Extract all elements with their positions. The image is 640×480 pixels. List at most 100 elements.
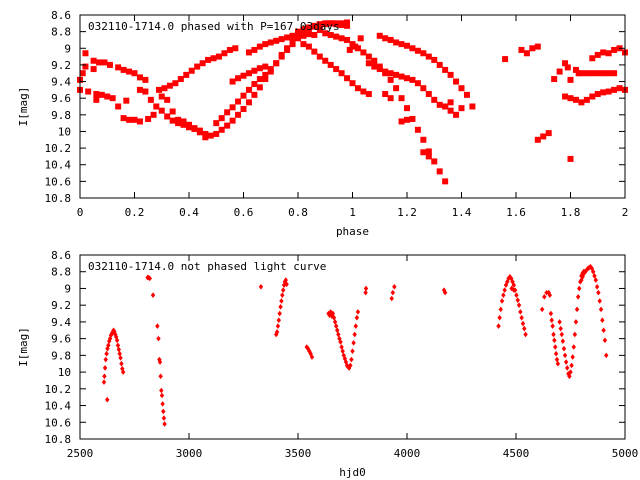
plot-0-data-point bbox=[425, 53, 432, 60]
plot-1-data-point bbox=[348, 362, 353, 369]
plot-1-data-point bbox=[577, 285, 582, 292]
plot-1-data-point bbox=[573, 319, 579, 325]
plot-0-data-point bbox=[131, 116, 138, 123]
plot-0-data-point bbox=[360, 88, 367, 95]
plot-1-y-tick-label: 10.2 bbox=[45, 383, 72, 396]
plot-0-data-point bbox=[256, 65, 263, 72]
plot-0-data-point bbox=[354, 85, 361, 92]
plot-1-data-point bbox=[505, 278, 510, 285]
plot-1-data-point bbox=[331, 314, 337, 321]
plot-0-data-point bbox=[142, 76, 149, 83]
plot-0-data-point bbox=[393, 71, 400, 78]
plot-0-data-point bbox=[215, 53, 222, 60]
plot-0-data-point bbox=[387, 95, 394, 102]
plot-0-data-point bbox=[126, 116, 133, 123]
plot-0-x-ticks: 0 0.2 0.4 0.6 0.8 1 1.2 1.4 1.6 1.8 2 bbox=[77, 15, 628, 219]
plot-0-data-point bbox=[245, 86, 252, 93]
plot-0-data-point bbox=[267, 66, 274, 73]
plot-0-data-point bbox=[600, 89, 607, 96]
plot-0-data-point bbox=[431, 96, 438, 103]
plot-1-data-point bbox=[442, 289, 448, 296]
plot-1-y-tick-label: 8.8 bbox=[51, 266, 71, 279]
plot-0-data-point bbox=[300, 41, 307, 48]
plot-1-data-point bbox=[106, 342, 111, 349]
plot-0-data-point bbox=[398, 41, 405, 48]
plot-0-data-point bbox=[109, 95, 116, 102]
plot-0-data-point bbox=[115, 103, 122, 110]
plot-0-data-point bbox=[172, 80, 179, 87]
plot-1-x-ticks: 2500 3000 3500 4000 4500 5000 bbox=[67, 255, 638, 460]
plot-0-y-axis-label: I[mag] bbox=[17, 87, 30, 127]
plot-0-y-tick-label: 9 bbox=[64, 42, 71, 55]
plot-0-data-point bbox=[545, 130, 552, 137]
plot-0-data-point bbox=[611, 70, 618, 77]
plot-1-data-point bbox=[593, 277, 598, 283]
plot-0-x-tick-label: 0.8 bbox=[288, 206, 308, 219]
plot-0-data-point bbox=[425, 91, 432, 98]
plot-0-data-point bbox=[226, 46, 233, 53]
plot-1-x-tick-label: 2500 bbox=[67, 447, 94, 460]
plot-0-data-point bbox=[218, 115, 225, 122]
plot-1-data-point bbox=[498, 306, 503, 313]
plot-0-data-point bbox=[420, 136, 427, 143]
plot-0-data-point bbox=[556, 68, 563, 75]
plot-0-y-tick-label: 9.4 bbox=[51, 76, 71, 89]
plot-0-data-point bbox=[322, 57, 329, 64]
plot-0-data-point bbox=[436, 168, 443, 175]
plot-1-data-point bbox=[157, 356, 162, 363]
plot-0-data-point bbox=[79, 70, 86, 77]
plot-1-data-point bbox=[105, 396, 110, 403]
plot-0-data-point bbox=[183, 71, 190, 78]
plot-0-data-point bbox=[382, 68, 389, 75]
plot-0-data-point bbox=[218, 126, 225, 133]
plot-1-data-point bbox=[572, 331, 578, 338]
plot-0-data-point bbox=[180, 121, 187, 128]
plot-0-data-point bbox=[371, 57, 378, 64]
plot-1-data-point bbox=[509, 275, 514, 282]
plot-0-data-point bbox=[436, 101, 443, 108]
plot-1-data-point bbox=[570, 354, 575, 360]
plot-0-data-point bbox=[387, 70, 394, 77]
plot-1-data-point bbox=[560, 338, 566, 344]
plot-0-data-point bbox=[360, 49, 367, 56]
plot-0-data-point bbox=[147, 96, 154, 103]
plot-0-data-point bbox=[213, 130, 220, 137]
plot-0-data-point bbox=[589, 70, 596, 77]
plot-0-data-point bbox=[404, 116, 410, 123]
plot-1-data-point bbox=[547, 292, 552, 298]
plot-0-data-point bbox=[194, 63, 201, 70]
plot-0-data-point bbox=[409, 45, 416, 52]
plot-1-y-tick-label: 10 bbox=[58, 366, 71, 379]
plot-0-data-point bbox=[442, 178, 449, 185]
plot-0-x-tick-label: 0.4 bbox=[179, 206, 199, 219]
plot-0-data-point bbox=[175, 116, 182, 123]
plot-1-y-ticks: 8.6 8.8 9 9.2 9.4 9.6 9.8 10 10.2 10.4 10.6 10.8 bbox=[45, 249, 625, 446]
plot-1-y-axis-label: I[mag] bbox=[17, 327, 30, 367]
plot-0-data-point bbox=[273, 37, 280, 44]
plot-1-data-point bbox=[569, 362, 574, 369]
plot-1-data-point bbox=[602, 337, 608, 344]
plot-0-x-tick-label: 0.2 bbox=[125, 206, 145, 219]
plot-0-data-point bbox=[605, 70, 612, 77]
plot-0-data-point bbox=[284, 34, 291, 41]
plot-0-data-point bbox=[398, 73, 405, 80]
plot-0-data-point bbox=[229, 104, 236, 111]
plot-0-data-point bbox=[166, 82, 173, 89]
plot-0-data-point bbox=[344, 75, 351, 82]
plot-1-data-point bbox=[590, 268, 596, 275]
plot-1-data-point bbox=[519, 314, 524, 321]
plot-0-data-point bbox=[235, 75, 242, 82]
plot-0-data-point bbox=[311, 48, 318, 55]
plot-0-data-point bbox=[289, 32, 296, 39]
plot-1-data-point bbox=[601, 327, 606, 334]
plot-0-data-point bbox=[180, 118, 187, 125]
plot-0-data-point bbox=[311, 31, 318, 38]
plot-1-data-point bbox=[563, 359, 569, 365]
plot-1-data-point bbox=[596, 289, 601, 296]
plot-0-data-point bbox=[420, 85, 427, 92]
plot-1-data-point bbox=[363, 289, 368, 296]
plot-0-data-point bbox=[322, 30, 329, 37]
plot-0-data-point bbox=[199, 60, 206, 67]
plot-0-data-point bbox=[594, 51, 601, 58]
plot-1-data-point bbox=[499, 298, 505, 304]
